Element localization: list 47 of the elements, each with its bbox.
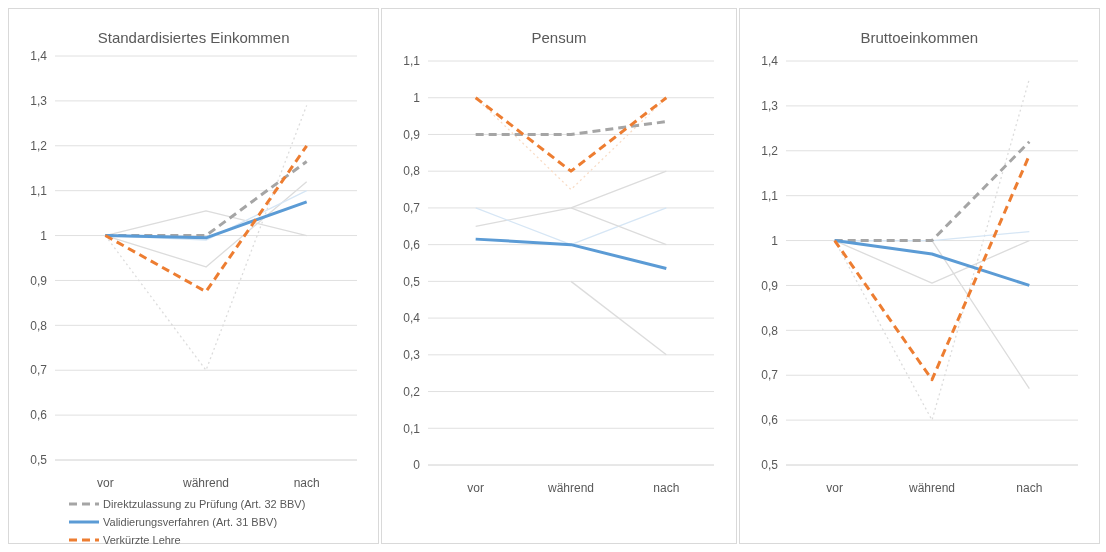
y-tick-label: 1 [770, 233, 778, 248]
y-tick-label: 1 [413, 90, 421, 105]
y-tick-label: 0,7 [30, 363, 48, 378]
y-tick-label: 0,6 [30, 408, 48, 423]
chart-title: Standardisiertes Einkommen [96, 29, 291, 46]
y-tick-label: 1 [40, 228, 48, 243]
x-tick-label: während [547, 480, 595, 495]
y-tick-label: 0,3 [403, 348, 421, 363]
y-tick-label: 0,6 [760, 413, 778, 428]
y-tick-label: 0,5 [403, 274, 421, 289]
x-tick-label: nach [1015, 480, 1043, 495]
y-tick-label: 1,1 [30, 183, 48, 198]
x-tick-label: nach [293, 475, 320, 490]
chart-title: Pensum [530, 29, 588, 48]
legend-label: Direktzulassung zu Prüfung (Art. 32 BBV) [103, 498, 306, 510]
y-tick-label: 1,2 [30, 139, 48, 154]
chart-title: Bruttoeinkommen [859, 29, 980, 48]
x-tick-label: vor [825, 480, 843, 495]
y-tick-label: 0,4 [403, 311, 421, 326]
y-tick-label: 0 [413, 458, 421, 473]
y-tick-label: 0,8 [403, 164, 421, 179]
y-tick-label: 0,6 [403, 237, 421, 252]
x-tick-label: nach [653, 480, 680, 495]
y-tick-label: 0,5 [760, 458, 778, 473]
y-tick-label: 1,4 [760, 54, 778, 69]
y-tick-label: 1,1 [760, 188, 778, 203]
y-tick-label: 0,9 [403, 127, 421, 142]
y-tick-label: 0,9 [30, 273, 48, 288]
y-tick-label: 0,5 [30, 453, 48, 468]
y-tick-label: 1,2 [760, 144, 778, 159]
y-tick-label: 0,2 [403, 384, 421, 399]
x-tick-label: während [907, 480, 955, 495]
y-tick-label: 0,7 [760, 368, 778, 383]
y-tick-label: 0,7 [403, 201, 421, 216]
y-tick-label: 1,3 [760, 99, 778, 114]
y-tick-label: 0,1 [403, 421, 421, 436]
x-tick-label: während [181, 475, 230, 490]
legend-label: Verkürzte Lehre [103, 534, 181, 546]
legend-label: Validierungsverfahren (Art. 31 BBV) [103, 516, 278, 528]
y-tick-label: 0,8 [30, 318, 48, 333]
x-tick-label: vor [467, 480, 485, 495]
y-tick-label: 0,8 [760, 323, 778, 338]
x-tick-label: vor [97, 475, 114, 490]
y-tick-label: 1,3 [30, 94, 48, 109]
y-tick-label: 0,9 [760, 278, 778, 293]
y-tick-label: 1,1 [403, 54, 421, 69]
y-tick-label: 1,4 [30, 49, 48, 64]
